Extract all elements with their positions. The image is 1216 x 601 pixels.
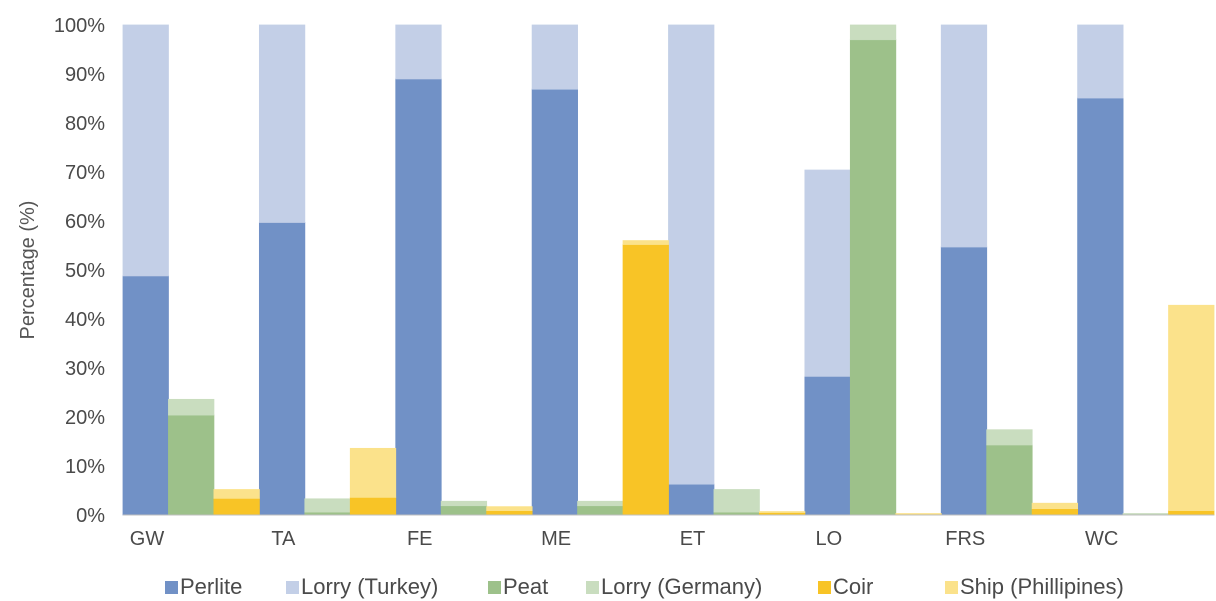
bar-peat-lo	[849, 39, 897, 516]
x-tick-label: FE	[407, 528, 433, 550]
y-tick-label: 40%	[65, 309, 105, 331]
y-tick-label: 0%	[76, 505, 105, 527]
y-tick-label: 30%	[65, 358, 105, 380]
bar-lorry-turkey-gw	[122, 24, 169, 277]
y-axis-label: Percentage (%)	[17, 201, 39, 340]
bar-lorry-turkey-fe	[395, 24, 442, 80]
y-tick-label: 100%	[54, 15, 105, 37]
x-tick-label: GW	[130, 528, 165, 550]
bar-perlite-et	[668, 483, 715, 516]
bar-perlite-ta	[258, 222, 306, 516]
bar-ship-phillipines-wc	[1168, 304, 1215, 511]
legend-label: Perlite	[180, 574, 242, 599]
legend-swatch	[286, 581, 299, 594]
bar-perlite-lo	[804, 375, 851, 516]
legend-swatch	[165, 581, 178, 594]
bars	[122, 24, 1215, 516]
bar-lorry-germany-frs	[986, 429, 1033, 446]
bar-coir-fe	[486, 510, 533, 516]
y-axis-ticks: 0% 10% 20% 30% 40% 50% 60% 70% 80% 90% 100%	[54, 15, 105, 527]
y-tick-label: 60%	[65, 211, 105, 233]
bar-ship-phillipines-frs	[1031, 502, 1079, 510]
y-tick-label: 90%	[65, 64, 105, 86]
bar-ship-phillipines-fe	[486, 506, 533, 511]
bar-lorry-germany-et	[713, 489, 760, 513]
bar-peat-me	[577, 505, 624, 516]
bar-lorry-turkey-wc	[1077, 24, 1124, 99]
legend-swatch	[586, 581, 599, 594]
bar-peat-fe	[440, 505, 488, 516]
x-axis-ticks: GW TA FE ME ET LO FRS WC	[130, 528, 1119, 550]
bar-perlite-wc	[1077, 97, 1124, 516]
legend-label: Lorry (Turkey)	[301, 574, 438, 599]
legend-swatch	[818, 581, 831, 594]
bar-lorry-turkey-lo	[804, 169, 851, 377]
y-tick-label: 70%	[65, 162, 105, 184]
bar-coir-frs	[1031, 508, 1079, 516]
x-tick-label: WC	[1085, 528, 1118, 550]
legend-label: Lorry (Germany)	[601, 574, 762, 599]
x-tick-label: ET	[680, 528, 706, 550]
bar-perlite-frs	[940, 246, 988, 516]
bar-ship-phillipines-me	[622, 240, 669, 245]
bar-perlite-gw	[122, 275, 169, 516]
legend-label: Peat	[503, 574, 548, 599]
y-tick-label: 20%	[65, 407, 105, 429]
bar-coir-gw	[213, 497, 260, 516]
bar-ship-phillipines-et	[759, 511, 806, 513]
x-tick-label: TA	[271, 528, 296, 550]
bar-lorry-germany-me	[577, 500, 624, 507]
bar-ship-phillipines-gw	[213, 489, 260, 499]
bar-lorry-germany-fe	[440, 500, 488, 507]
legend-swatch	[488, 581, 501, 594]
bar-ship-phillipines-ta	[349, 447, 397, 498]
legend-label: Ship (Phillipines)	[960, 574, 1124, 599]
bar-coir-me	[622, 244, 669, 516]
y-tick-label: 50%	[65, 260, 105, 282]
bar-peat-frs	[986, 444, 1033, 516]
bar-lorry-germany-ta	[304, 498, 351, 513]
bar-coir-ta	[349, 496, 397, 516]
bar-lorry-germany-lo	[849, 24, 897, 41]
x-tick-label: ME	[541, 528, 571, 550]
bar-peat-gw	[168, 414, 215, 516]
bar-lorry-turkey-me	[531, 24, 578, 90]
bar-lorry-turkey-ta	[258, 24, 306, 223]
legend-label: Coir	[833, 574, 873, 599]
bar-lorry-turkey-et	[668, 24, 715, 485]
x-tick-label: FRS	[945, 528, 985, 550]
legend: Perlite Lorry (Turkey) Peat Lorry (Germany)…	[165, 574, 1124, 599]
y-tick-label: 10%	[65, 456, 105, 478]
bar-coir-wc	[1168, 510, 1215, 516]
y-tick-label: 80%	[65, 113, 105, 135]
legend-swatch	[945, 581, 958, 594]
bar-lorry-germany-gw	[168, 398, 215, 416]
bar-perlite-fe	[395, 78, 442, 516]
bar-perlite-me	[531, 88, 578, 516]
x-tick-label: LO	[816, 528, 843, 550]
bar-lorry-turkey-frs	[940, 24, 988, 248]
